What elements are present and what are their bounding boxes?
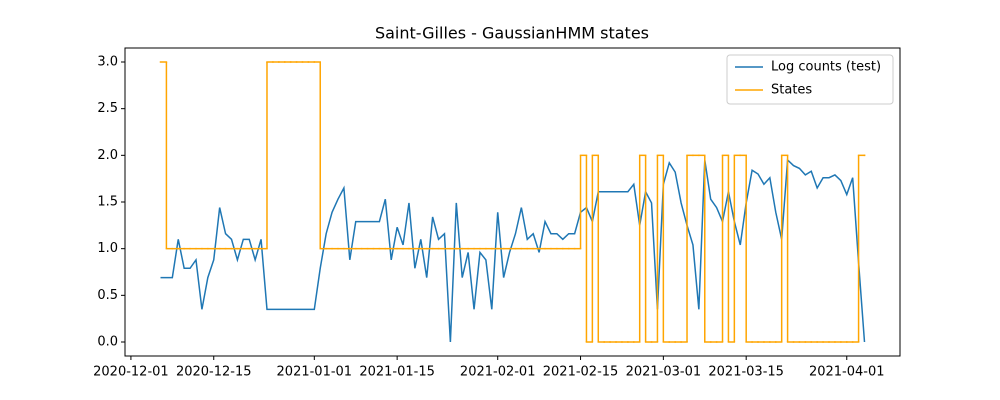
y-tick-label: 1.0 xyxy=(97,241,118,256)
legend-box xyxy=(726,54,894,105)
x-tick-label: 2021-02-15 xyxy=(543,365,619,380)
x-tick-label: 2021-01-15 xyxy=(359,365,435,380)
x-tick-label: 2021-03-01 xyxy=(626,365,702,380)
x-tick-label: 2020-12-01 xyxy=(93,365,169,380)
chart-title: Saint-Gilles - GaussianHMM states xyxy=(375,24,649,43)
x-tick-label: 2021-03-15 xyxy=(708,365,784,380)
y-tick-label: 0.5 xyxy=(97,288,118,303)
legend-label: States xyxy=(771,83,812,98)
x-tick-label: 2020-12-15 xyxy=(176,365,252,380)
legend-label: Log counts (test) xyxy=(771,60,881,75)
data-line xyxy=(160,158,866,343)
x-tick-label: 2021-02-01 xyxy=(460,365,536,380)
plot-frame xyxy=(124,47,901,357)
y-tick-label: 2.5 xyxy=(97,101,118,116)
x-tick-label: 2021-01-01 xyxy=(277,365,353,380)
y-tick-label: 2.0 xyxy=(97,148,118,163)
x-tick-label: 2021-04-01 xyxy=(809,365,885,380)
step-series xyxy=(159,61,866,343)
y-tick-label: 1.5 xyxy=(97,195,118,210)
y-tick-label: 3.0 xyxy=(97,55,118,70)
y-tick-label: 0.0 xyxy=(97,335,118,350)
